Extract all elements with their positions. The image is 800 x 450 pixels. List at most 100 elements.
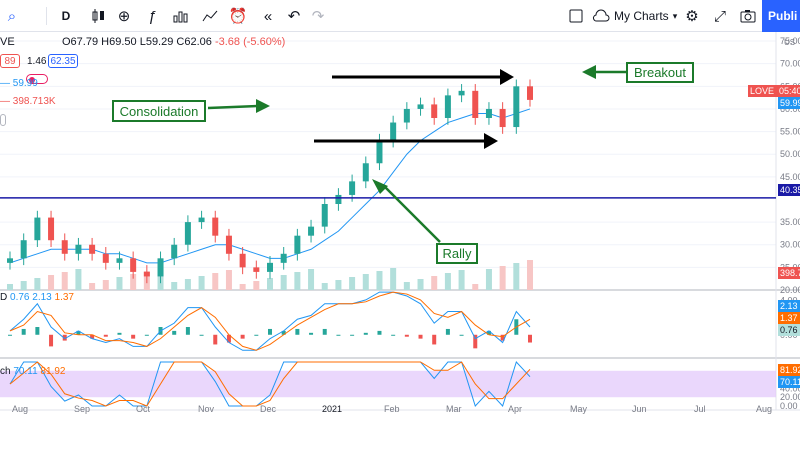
macd-histogram-bar [432,334,437,345]
macd-histogram-bar [240,334,245,339]
stoch-tick-label: 40.00 [780,383,800,393]
ask-box[interactable]: 62.35 [48,54,78,68]
my-charts-label: My Charts [614,9,669,23]
last-price-tag[interactable]: LOVE 05:40 [748,85,800,97]
collapse-legend-button[interactable] [0,114,6,126]
symbol-search-icon[interactable]: ⌕ [7,7,17,25]
macd-label: D [0,292,8,303]
compare-icon[interactable] [198,4,222,28]
volume-bar [48,275,55,290]
volume-bar [431,276,438,290]
visibility-toggle[interactable] [26,74,48,84]
volume-bar [376,271,383,290]
volume-bar [75,269,82,290]
volume-bar [349,277,356,290]
volume-bar [321,283,328,290]
spread-value: 1.46 [27,56,47,67]
candle-body [157,258,164,277]
layout-square-icon[interactable] [564,4,588,28]
volume-bar [294,272,301,290]
macd-histogram-bar [103,334,108,337]
candle-body [294,235,301,254]
volume-bar [390,268,397,290]
open-value: O67.79 [62,36,99,48]
candles-icon[interactable] [86,4,110,28]
time-tick-label: 2021 [322,404,343,414]
stoch-tick-label: 0.00 [780,401,798,411]
volume-bar [102,280,109,290]
support-price-tag: 40.35 [778,184,800,196]
volume-bar [89,283,96,290]
candle-body [362,163,369,182]
interval-button[interactable]: D [61,9,71,23]
volume-bar [417,279,424,290]
time-tick-label: Jul [694,404,706,414]
volume-bar [198,276,205,290]
volume-bar [212,273,219,290]
publish-button[interactable]: Publi [762,0,800,32]
macd-histogram-bar [213,334,218,345]
undo-icon[interactable]: ↶ [287,8,301,25]
my-charts-menu[interactable]: My Charts ▾ [592,4,677,28]
macd-histogram-bar [226,334,231,343]
stoch-k-value: 70.11 [13,366,38,377]
macd-histogram-bar [473,334,478,349]
add-indicator-icon[interactable]: ⊕ [117,8,131,25]
price-tick-label: 20.00 [780,285,800,295]
volume-bar [513,263,520,290]
redo-icon[interactable]: ↷ [311,8,325,25]
camera-icon[interactable] [736,4,760,28]
fullscreen-icon[interactable]: ⤢ [713,7,726,25]
symbol-label[interactable]: VE [0,36,15,48]
rally-callout[interactable]: Rally [436,243,478,264]
time-tick-label: Aug [756,404,773,414]
candle-body [390,122,397,141]
time-tick-label: Nov [198,404,215,414]
bid-box[interactable]: 89 [0,54,20,68]
consolidation-arrow [207,104,259,110]
consolidation-callout[interactable]: Consolidation [112,100,206,122]
volume-bar [362,274,369,290]
candle-body [253,267,260,272]
main-chart[interactable]: 75.0070.0065.0060.0055.0050.0045.0035.00… [0,32,800,450]
replay-icon[interactable]: « [263,7,273,25]
breakout-callout[interactable]: Breakout [626,62,694,83]
macd-histogram-bar [35,327,40,335]
settings-gear-icon[interactable]: ⚙ [685,8,699,25]
stoch-label: ch [0,366,11,377]
volume-bar [239,284,246,290]
alert-clock-icon[interactable]: ⏰ [228,8,248,25]
volume-bar [225,270,232,290]
candle-body [444,95,451,118]
candle-body [308,226,315,236]
bar-chart-icon[interactable] [168,4,192,28]
candle-body [458,90,465,96]
macd-histogram-bar [144,334,149,336]
macd-tag-a: 2.13 [778,300,800,312]
volume-bar [61,272,68,290]
time-tick-label: May [570,404,588,414]
low-value: L59.29 [139,36,174,48]
currency-label: US [784,38,796,47]
macd-histogram-bar [62,334,67,341]
macd-histogram-bar [322,328,327,335]
macd-histogram-bar [254,334,259,336]
candle-body [417,104,424,109]
close-value: C62.06 [176,36,212,48]
macd-histogram-bar [199,334,204,336]
volume-bar [280,275,287,290]
macd-histogram-bar [21,328,26,335]
stoch-d-line [9,361,531,407]
candle-body [403,108,410,123]
macd-signal-line [9,291,531,351]
macd-histogram-bar [90,334,95,339]
ma-legend-value: 59.99 [12,78,38,89]
candle-body [267,262,273,272]
macd-histogram-bar [295,328,300,335]
stoch-d-value: 81.92 [40,366,66,377]
toolbar-divider [46,7,47,25]
candle-body [499,108,506,128]
time-tick-label: Dec [260,404,277,414]
candle-body [116,258,123,263]
function-icon[interactable]: ƒ [147,7,157,25]
